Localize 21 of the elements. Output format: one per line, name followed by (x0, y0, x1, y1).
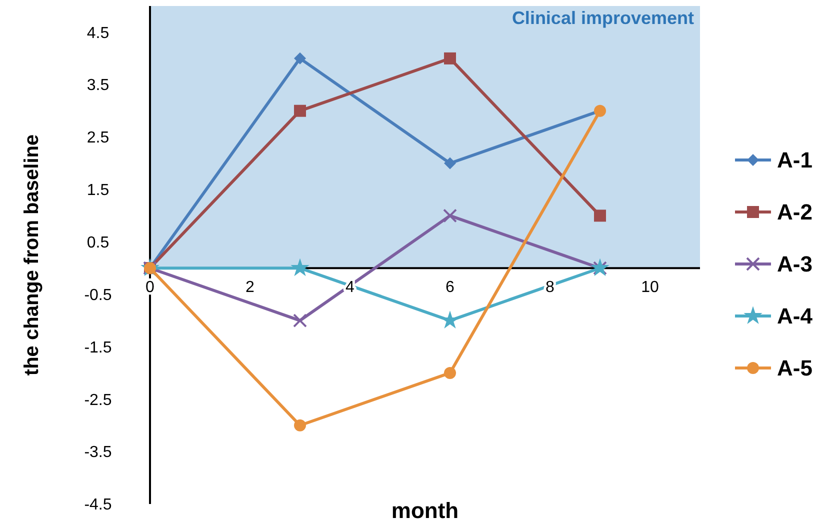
y-tick-label: 4.5 (86, 24, 110, 42)
y-tick-label: -1.5 (84, 339, 112, 356)
x-tick-label: 6 (446, 279, 455, 296)
band-label: Clinical improvement (512, 8, 694, 28)
legend-label: A-4 (777, 304, 814, 329)
y-tick-label: -2.5 (84, 392, 112, 409)
legend-label: A-5 (777, 356, 812, 381)
legend-label: A-2 (777, 200, 812, 225)
legend-label: A-1 (777, 148, 812, 173)
y-tick-label: 2.5 (86, 130, 110, 147)
y-tick-label: 1.5 (86, 182, 110, 200)
x-tick-label: 10 (641, 279, 659, 296)
y-tick-label: -3.5 (84, 444, 112, 462)
legend-label: A-3 (777, 252, 812, 277)
y-tick-label: -0.5 (84, 286, 112, 304)
x-tick-label: 2 (246, 279, 255, 296)
y-tick-label: -4.5 (84, 496, 112, 514)
y-axis-title: the change from baseline (21, 134, 43, 376)
y-tick-label: 3.5 (86, 77, 110, 94)
y-tick-label: 0.5 (86, 234, 110, 252)
x-axis-title: month (391, 498, 459, 522)
